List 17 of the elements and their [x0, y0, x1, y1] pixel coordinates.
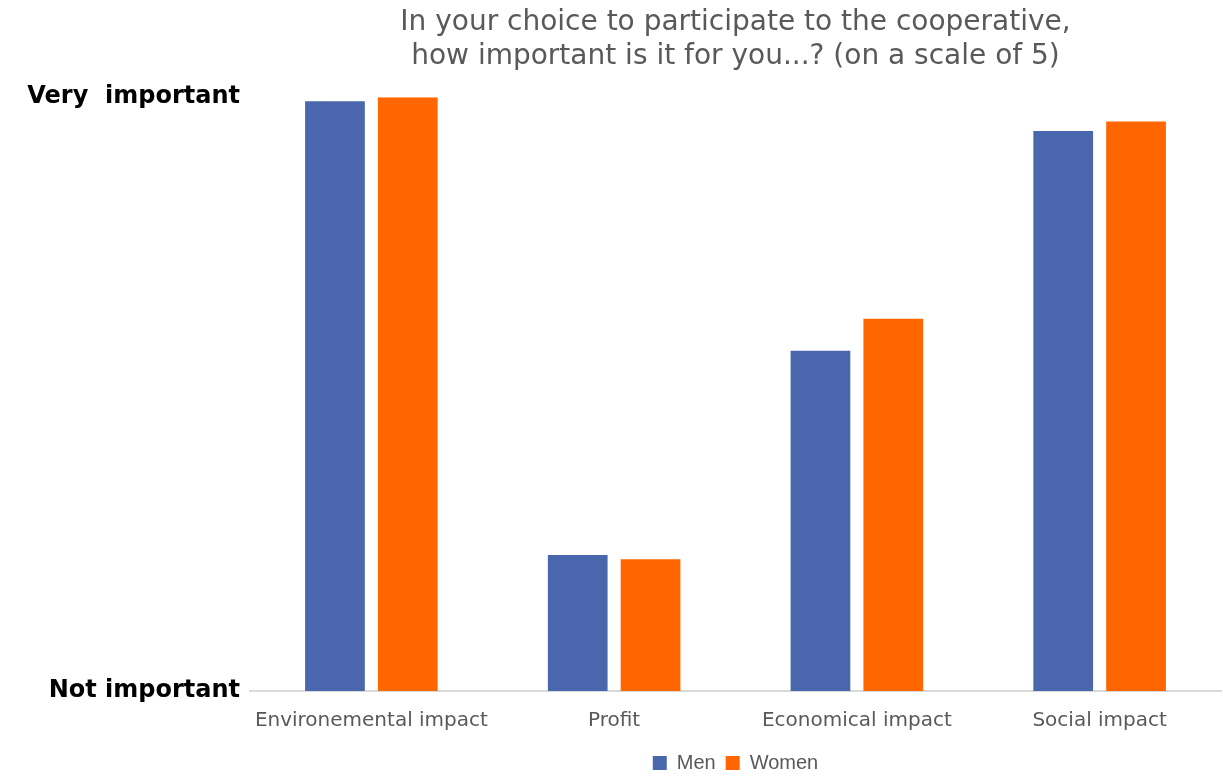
bar: [790, 350, 851, 691]
bar: [1033, 131, 1094, 691]
bar: [547, 555, 608, 691]
x-tick-label: Economical impact: [761, 707, 952, 732]
text: Not important: [48, 675, 240, 704]
text: Very important: [27, 81, 240, 110]
legend-label: Women: [749, 750, 819, 773]
bar: [305, 101, 365, 691]
bar: [1106, 121, 1166, 691]
bar: [863, 318, 924, 691]
chart-title: In your choice to participate to the cooperative, how important is it for you...? (on a scale of 5): [400, 4, 1071, 71]
x-tick-label: Environemental impact: [254, 707, 489, 732]
bar: [620, 559, 681, 691]
x-tick-label: Profit: [588, 707, 641, 732]
x-tick-label: Social impact: [1032, 707, 1168, 732]
bar: [377, 97, 438, 691]
legend-label: Men: [676, 750, 716, 773]
